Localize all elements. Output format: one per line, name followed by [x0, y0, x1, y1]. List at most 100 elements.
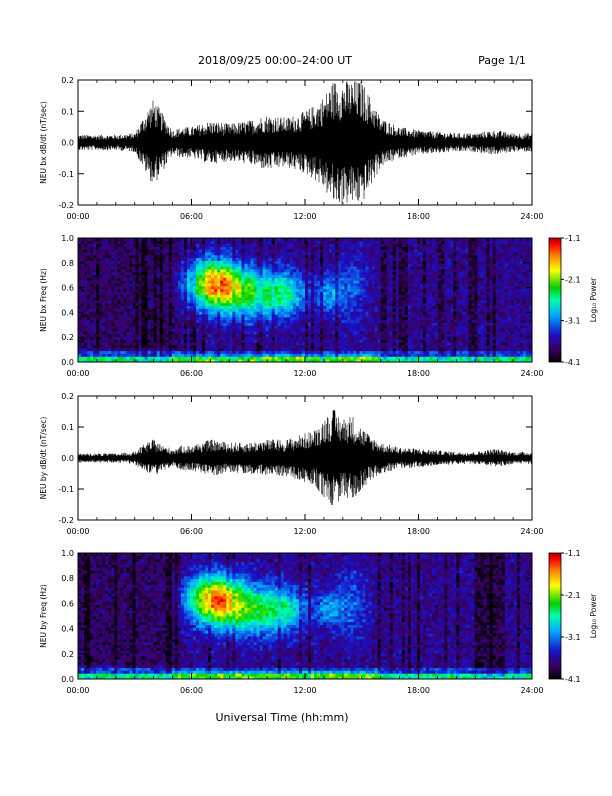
spectrogram-cell [372, 289, 375, 292]
spectrogram-cell [205, 300, 208, 303]
spectrogram-cell [166, 255, 169, 258]
spectrogram-cell [347, 345, 350, 348]
spectrogram-cell [323, 320, 326, 323]
spectrogram-cell [223, 241, 226, 244]
spectrogram-cell [411, 328, 414, 331]
spectrogram-cell [284, 308, 287, 311]
spectrogram-cell [332, 320, 335, 323]
spectrogram-cell [241, 331, 244, 334]
spectrogram-cell [326, 246, 329, 249]
spectrogram-cell [263, 303, 266, 306]
spectrogram-cell [359, 308, 362, 311]
spectrogram-cell [190, 306, 193, 309]
spectrogram-cell [263, 294, 266, 297]
spectrogram-cell [347, 337, 350, 340]
spectrogram-cell [199, 306, 202, 309]
spectrogram-cell [238, 323, 241, 326]
spectrogram-cell [208, 249, 211, 252]
spectrogram-cell [123, 317, 126, 320]
spectrogram-cell [251, 331, 254, 334]
spectrogram-cell [347, 266, 350, 269]
spectrogram-cell [347, 320, 350, 323]
spectrogram-cell [232, 244, 235, 247]
spectrogram-cell [296, 317, 299, 320]
spectrogram-cell [241, 317, 244, 320]
spectrogram-cell [411, 289, 414, 292]
spectrogram-cell [290, 244, 293, 247]
spectrogram-cell [338, 292, 341, 295]
spectrogram-cell [399, 277, 402, 280]
spectrogram-cell [99, 286, 102, 289]
spectrogram-cell [338, 269, 341, 272]
spectrogram-cell [136, 328, 139, 331]
spectrogram-cell [172, 272, 175, 275]
spectrogram-cell [117, 311, 120, 314]
spectrogram-cell [99, 300, 102, 303]
spectrogram-cell [229, 320, 232, 323]
spectrogram-cell [169, 275, 172, 278]
spectrogram-cell [411, 258, 414, 261]
spectrogram-cell [105, 289, 108, 292]
spectrogram-cell [126, 241, 129, 244]
spectrogram-cell [169, 263, 172, 266]
spectrogram-cell [96, 328, 99, 331]
spectrogram-cell [151, 292, 154, 295]
spectrogram-cell [172, 345, 175, 348]
spectrogram-cell [378, 345, 381, 348]
spectrogram-cell [254, 283, 257, 286]
spectrogram-cell [199, 272, 202, 275]
spectrogram-cell [181, 325, 184, 328]
spectrogram-cell [108, 252, 111, 255]
spectrogram-cell [181, 337, 184, 340]
spectrogram-cell [296, 300, 299, 303]
spectrogram-cell [293, 297, 296, 300]
spectrogram-cell [266, 300, 269, 303]
spectrogram-cell [366, 345, 369, 348]
spectrogram-cell [251, 280, 254, 283]
spectrogram-cell [257, 246, 260, 249]
spectrogram-cell [251, 317, 254, 320]
spectrogram-cell [359, 300, 362, 303]
spectrogram-cell [211, 303, 214, 306]
spectrogram-cell [172, 252, 175, 255]
spectrogram-cell [90, 311, 93, 314]
spectrogram-cell [120, 308, 123, 311]
spectrogram-cell [199, 252, 202, 255]
spectrogram-cell [314, 325, 317, 328]
spectrogram-cell [332, 255, 335, 258]
spectrogram-cell [344, 241, 347, 244]
spectrogram-cell [160, 323, 163, 326]
spectrogram-cell [305, 339, 308, 342]
spectrogram-cell [347, 246, 350, 249]
spectrogram-cell [105, 328, 108, 331]
spectrogram-cell [281, 275, 284, 278]
spectrogram-cell [120, 283, 123, 286]
spectrogram-cell [196, 277, 199, 280]
spectrogram-cell [172, 317, 175, 320]
spectrogram-cell [326, 272, 329, 275]
spectrogram-cell [157, 342, 160, 345]
spectrogram-cell [90, 323, 93, 326]
spectrogram-cell [320, 263, 323, 266]
spectrogram-cell [142, 354, 145, 357]
spectrogram-cell [208, 306, 211, 309]
spectrogram-cell [356, 261, 359, 264]
spectrogram-cell [254, 266, 257, 269]
spectrogram-cell [296, 269, 299, 272]
spectrogram-cell [199, 351, 202, 354]
spectrogram-cell [105, 258, 108, 261]
spectrogram-cell [226, 294, 229, 297]
spectrogram-cell [120, 292, 123, 295]
spectrogram-cell [208, 339, 211, 342]
spectrogram-cell [81, 348, 84, 351]
spectrogram-cell [205, 314, 208, 317]
spectrogram-cell [356, 258, 359, 261]
spectrogram-cell [257, 241, 260, 244]
spectrogram-cell [287, 241, 290, 244]
spectrogram-cell [275, 314, 278, 317]
spectrogram-cell [387, 323, 390, 326]
spectrogram-cell [102, 258, 105, 261]
spectrogram-cell [202, 331, 205, 334]
spectrogram-cell [390, 331, 393, 334]
spectrogram-cell [184, 244, 187, 247]
